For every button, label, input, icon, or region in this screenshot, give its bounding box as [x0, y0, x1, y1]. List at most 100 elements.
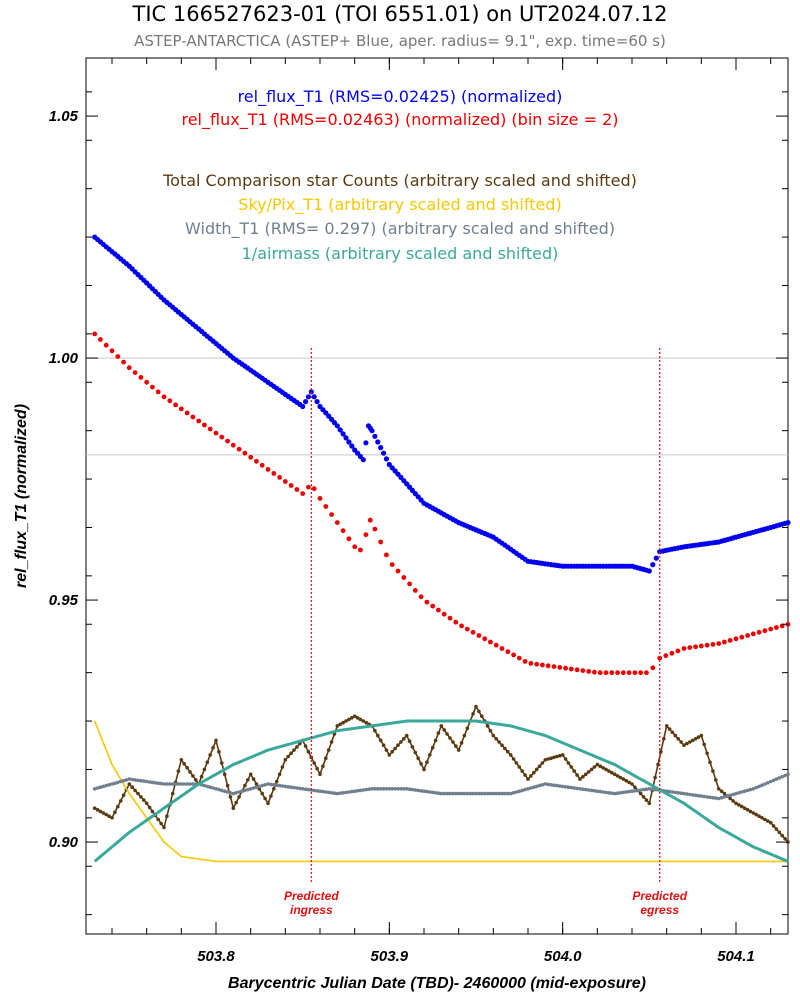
- data-point: [378, 787, 383, 791]
- data-point: [228, 795, 233, 799]
- data-point: [627, 789, 631, 794]
- x-tick-label: 503.9: [371, 948, 409, 965]
- data-point: [563, 785, 568, 789]
- data-point: [182, 782, 186, 786]
- data-point: [190, 414, 196, 420]
- data-point: [572, 786, 576, 790]
- data-point: [647, 801, 652, 806]
- data-point: [340, 528, 346, 534]
- data-point: [103, 342, 109, 348]
- data-point: [116, 780, 120, 785]
- data-point: [482, 791, 487, 796]
- data-point: [104, 783, 108, 788]
- data-point: [586, 788, 591, 792]
- data-point: [451, 791, 455, 796]
- data-point: [272, 787, 276, 791]
- data-point: [231, 791, 236, 796]
- data-point: [222, 772, 227, 777]
- data-point: [470, 629, 476, 635]
- data-point: [214, 738, 218, 743]
- data-point: [445, 732, 449, 736]
- data-point: [153, 781, 158, 785]
- data-point: [428, 790, 432, 794]
- data-point: [763, 817, 767, 822]
- data-point: [217, 787, 221, 792]
- data-point: [731, 792, 735, 797]
- data-point: [205, 760, 210, 764]
- data-point: [719, 789, 724, 793]
- data-point: [633, 785, 637, 789]
- data-point: [372, 526, 378, 532]
- data-point: [774, 777, 779, 781]
- data-point: [693, 737, 698, 741]
- data-point: [280, 784, 285, 788]
- data-point: [260, 783, 265, 788]
- data-point: [407, 581, 412, 587]
- data-point: [774, 827, 779, 831]
- data-point: [534, 784, 539, 789]
- data-point: [546, 782, 550, 787]
- data-point: [136, 791, 140, 796]
- data-point: [98, 809, 103, 814]
- data-point: [269, 794, 273, 798]
- data-point: [412, 588, 418, 593]
- data-point: [497, 791, 501, 796]
- data-point: [104, 812, 108, 817]
- data-point: [92, 331, 98, 337]
- data-point: [543, 758, 548, 762]
- data-point: [364, 787, 369, 792]
- data-point: [124, 778, 129, 782]
- data-point: [477, 791, 481, 796]
- data-point: [376, 733, 380, 738]
- data-point: [298, 786, 302, 791]
- data-point: [766, 819, 770, 823]
- data-point: [168, 782, 172, 786]
- data-point: [522, 659, 528, 664]
- data-point: [188, 782, 192, 786]
- data-point: [780, 774, 784, 779]
- data-point: [144, 379, 150, 385]
- data-point: [540, 662, 545, 668]
- data-point: [441, 611, 447, 617]
- data-point: [485, 724, 490, 728]
- data-point: [413, 750, 418, 755]
- data-point: [653, 555, 659, 561]
- data-point: [205, 784, 210, 789]
- data-point: [165, 782, 169, 786]
- data-point: [329, 740, 334, 744]
- data-point: [586, 770, 591, 774]
- data-point: [549, 783, 553, 787]
- data-point: [191, 782, 195, 786]
- data-point: [283, 758, 288, 762]
- data-point: [682, 791, 686, 796]
- data-point: [361, 719, 366, 723]
- data-point: [459, 623, 464, 629]
- data-point: [748, 809, 753, 814]
- data-point: [324, 790, 328, 794]
- data-point: [555, 783, 559, 788]
- data-point: [92, 787, 97, 791]
- data-point: [433, 738, 438, 743]
- data-point: [760, 816, 764, 820]
- data-point: [679, 740, 683, 744]
- data-point: [734, 791, 738, 796]
- data-point: [126, 365, 132, 371]
- data-point: [465, 791, 470, 796]
- data-point: [638, 788, 643, 792]
- data-point: [243, 788, 247, 793]
- data-point: [277, 475, 282, 480]
- data-point: [540, 761, 545, 765]
- data-point: [372, 433, 378, 439]
- data-point: [121, 778, 126, 783]
- data-point: [159, 821, 163, 826]
- data-point: [454, 744, 458, 748]
- data-point: [150, 809, 155, 814]
- data-point: [702, 742, 706, 747]
- data-point: [130, 785, 134, 789]
- data-point: [714, 778, 718, 782]
- data-point: [653, 775, 657, 780]
- data-point: [615, 791, 620, 795]
- data-point: [303, 744, 308, 748]
- data-point: [378, 539, 384, 545]
